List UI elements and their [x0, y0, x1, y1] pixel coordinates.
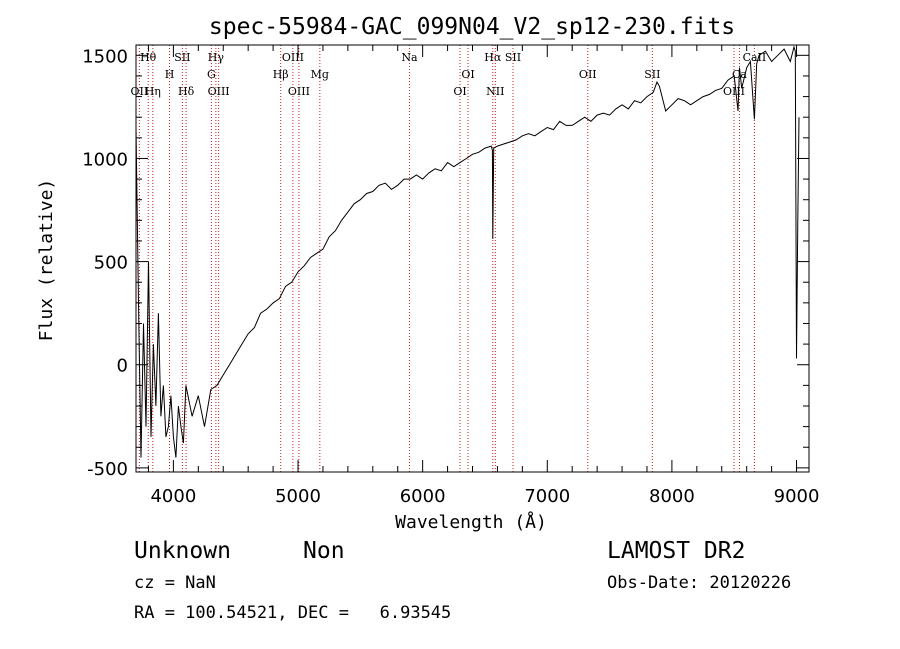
y-tick-label: -500 [87, 459, 128, 480]
spectral-line-label: OI [453, 85, 466, 98]
y-axis: -500 0 500 1000 1500 [82, 46, 809, 480]
spectral-line-label: SII [505, 51, 521, 64]
x-axis: 4000 5000 6000 7000 8000 9000 [147, 45, 820, 507]
x-axis-label: Wavelength (Å) [395, 511, 547, 533]
spectral-line-label: Hγ [208, 51, 225, 64]
spectral-line-label: Hθ [140, 51, 157, 64]
y-axis-label: Flux (relative) [36, 179, 57, 342]
x-tick-label: 6000 [400, 486, 446, 507]
spectral-line-label: Hβ [273, 68, 289, 81]
spectral-line-label: Hδ [178, 85, 195, 98]
y-tick-label: 500 [94, 253, 128, 274]
spectral-line-label: Na [401, 51, 418, 64]
chart-title: spec-55984-GAC_099N04_V2_sp12-230.fits [209, 14, 735, 40]
spectral-line-label: OII [579, 68, 597, 81]
spectral-line-label: OIII [723, 85, 745, 98]
spectral-line-label: SII [644, 68, 660, 81]
object-class: Unknown [134, 538, 231, 564]
spectral-line-label: SII [174, 51, 190, 64]
spectral-line-label: OII [131, 85, 149, 98]
y-tick-label: 1500 [82, 46, 128, 67]
spectral-line-label: OIII [288, 85, 310, 98]
redshift-cz: cz = NaN [134, 573, 216, 593]
y-tick-label: 1000 [82, 149, 128, 170]
spectral-line-label: Hη [145, 85, 161, 98]
plot-frame [135, 44, 810, 473]
spectral-line-label: OI [461, 68, 474, 81]
spectral-line-label: G [207, 68, 216, 81]
spectrum-series-line [135, 45, 800, 458]
x-tick-label: 4000 [150, 486, 196, 507]
x-tick-label: 8000 [649, 486, 695, 507]
spectral-line-markers: HθOIIHηSIIHHδHγGOIIIOIIIHβOIIIMgNaOIOIHα… [131, 45, 766, 472]
spectral-line-label: NII [486, 85, 504, 98]
x-tick-label: 9000 [774, 486, 820, 507]
ra-dec-coordinates: RA = 100.54521, DEC = 6.93545 [134, 603, 452, 623]
spectral-line-label: H [165, 68, 175, 81]
spectral-line-label: Mg [311, 68, 329, 81]
observation-date: Obs-Date: 20120226 [607, 573, 792, 593]
spectral-line-label: Hα [484, 51, 502, 64]
survey-name: LAMOST DR2 [607, 538, 746, 564]
spectral-line-label: OIII [282, 51, 304, 64]
x-tick-label: 5000 [275, 486, 321, 507]
y-tick-label: 0 [117, 356, 128, 377]
x-tick-label: 7000 [524, 486, 570, 507]
spectral-line-label: OIII [208, 85, 230, 98]
object-subclass: Non [303, 538, 345, 564]
